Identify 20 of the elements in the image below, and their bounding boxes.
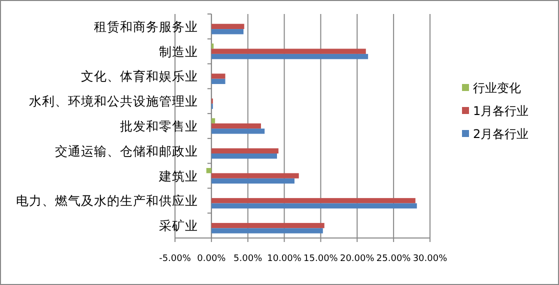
y-tick-label: 电力、燃气及水的生产和供应业 — [16, 193, 198, 208]
legend-label: 1月各行业 — [473, 104, 529, 118]
x-tick-label: 30.00% — [412, 254, 448, 264]
x-tick-label: 10.00% — [267, 254, 302, 264]
x-tick-label: 25.00% — [376, 254, 412, 264]
x-tick-label: 5.00% — [234, 254, 263, 264]
x-tick-label: 0.00% — [197, 254, 226, 264]
y-tick-label: 建筑业 — [158, 168, 198, 184]
y-tick-label: 采矿业 — [159, 218, 198, 234]
y-tick-label: 文化、体育和娱乐业 — [81, 68, 198, 84]
legend-label: 行业变化 — [473, 81, 521, 95]
y-tick-label: 批发和零售业 — [120, 118, 198, 134]
y-tick-label: 交通运输、仓储和邮政业 — [55, 143, 198, 158]
y-tick-label: 租赁和商务服务业 — [94, 18, 198, 34]
legend-label: 2月各行业 — [473, 127, 529, 141]
y-tick-label: 制造业 — [159, 44, 198, 59]
y-tick-label: 水利、环境和公共设施管理业 — [29, 94, 198, 109]
x-tick-label: 15.00% — [304, 254, 338, 264]
x-tick-label: -5.00% — [159, 254, 192, 264]
x-tick-label: 20.00% — [340, 254, 375, 264]
